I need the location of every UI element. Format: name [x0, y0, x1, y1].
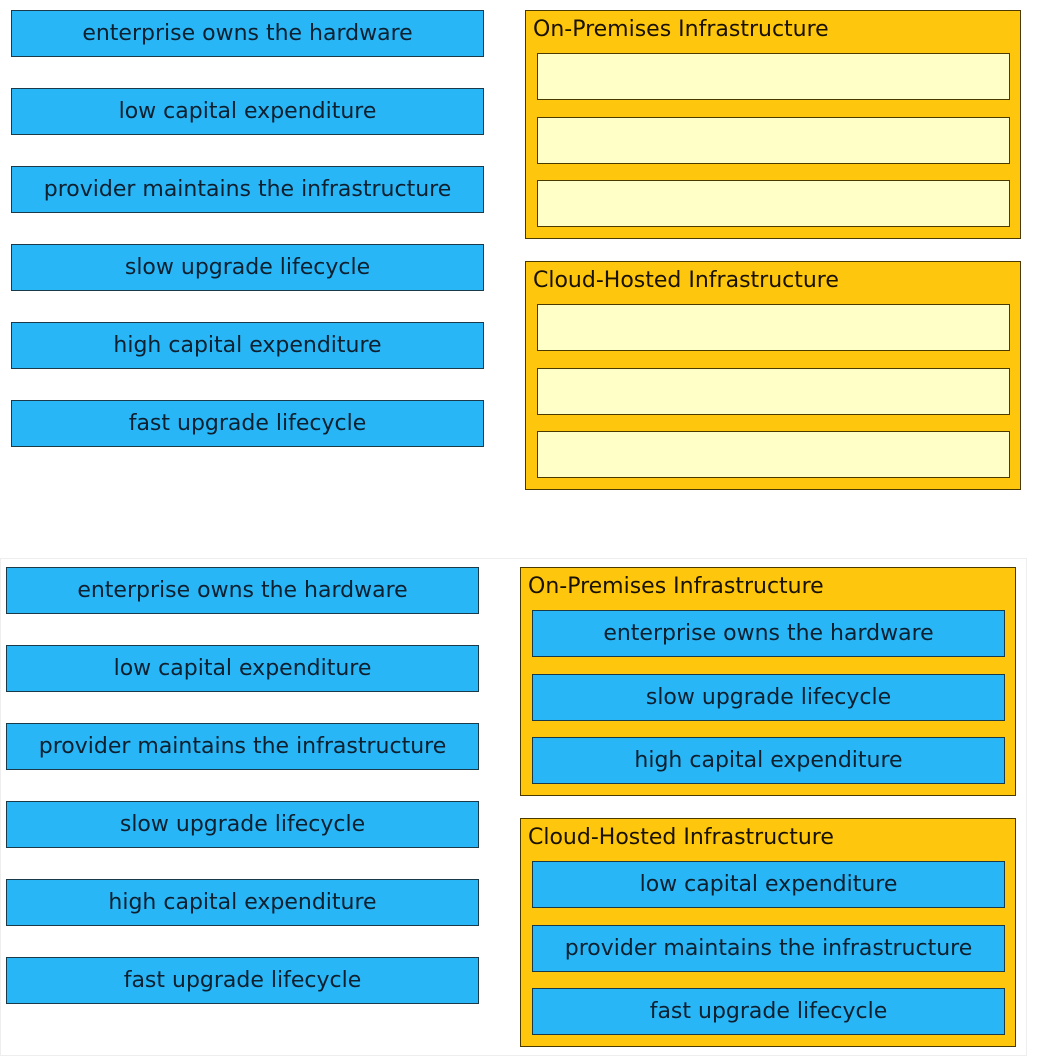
- zone-title: On-Premises Infrastructure: [533, 17, 829, 42]
- drop-zone-on-premises: On-Premises Infrastructure: [525, 10, 1021, 239]
- drag-item[interactable]: slow upgrade lifecycle: [11, 244, 484, 291]
- drag-item[interactable]: fast upgrade lifecycle: [11, 400, 484, 447]
- drop-zone-cloud-hosted: Cloud-Hosted Infrastructure: [525, 261, 1021, 490]
- zone-title: On-Premises Infrastructure: [528, 574, 824, 599]
- drop-slot[interactable]: [537, 117, 1010, 164]
- drag-item[interactable]: low capital expenditure: [11, 88, 484, 135]
- drop-zone-cloud-hosted: Cloud-Hosted Infrastructure low capital …: [520, 818, 1016, 1047]
- zone-title: Cloud-Hosted Infrastructure: [528, 825, 834, 850]
- zone-title: Cloud-Hosted Infrastructure: [533, 268, 839, 293]
- placed-item[interactable]: provider maintains the infrastructure: [532, 925, 1005, 972]
- drag-item[interactable]: provider maintains the infrastructure: [11, 166, 484, 213]
- drag-item[interactable]: enterprise owns the hardware: [6, 567, 479, 614]
- drag-item[interactable]: provider maintains the infrastructure: [6, 723, 479, 770]
- drag-item[interactable]: slow upgrade lifecycle: [6, 801, 479, 848]
- placed-item[interactable]: enterprise owns the hardware: [532, 610, 1005, 657]
- drop-slot[interactable]: [537, 368, 1010, 415]
- drop-slot[interactable]: [537, 304, 1010, 351]
- drag-item[interactable]: high capital expenditure: [6, 879, 479, 926]
- placed-item[interactable]: fast upgrade lifecycle: [532, 988, 1005, 1035]
- drop-slot[interactable]: [537, 431, 1010, 478]
- drop-slot[interactable]: [537, 53, 1010, 100]
- drop-zone-on-premises: On-Premises Infrastructure enterprise ow…: [520, 567, 1016, 796]
- drag-item[interactable]: high capital expenditure: [11, 322, 484, 369]
- drag-item[interactable]: fast upgrade lifecycle: [6, 957, 479, 1004]
- drag-item[interactable]: enterprise owns the hardware: [11, 10, 484, 57]
- drop-slot[interactable]: [537, 180, 1010, 227]
- drag-item[interactable]: low capital expenditure: [6, 645, 479, 692]
- answer-panel: [0, 558, 1027, 1056]
- placed-item[interactable]: low capital expenditure: [532, 861, 1005, 908]
- placed-item[interactable]: high capital expenditure: [532, 737, 1005, 784]
- placed-item[interactable]: slow upgrade lifecycle: [532, 674, 1005, 721]
